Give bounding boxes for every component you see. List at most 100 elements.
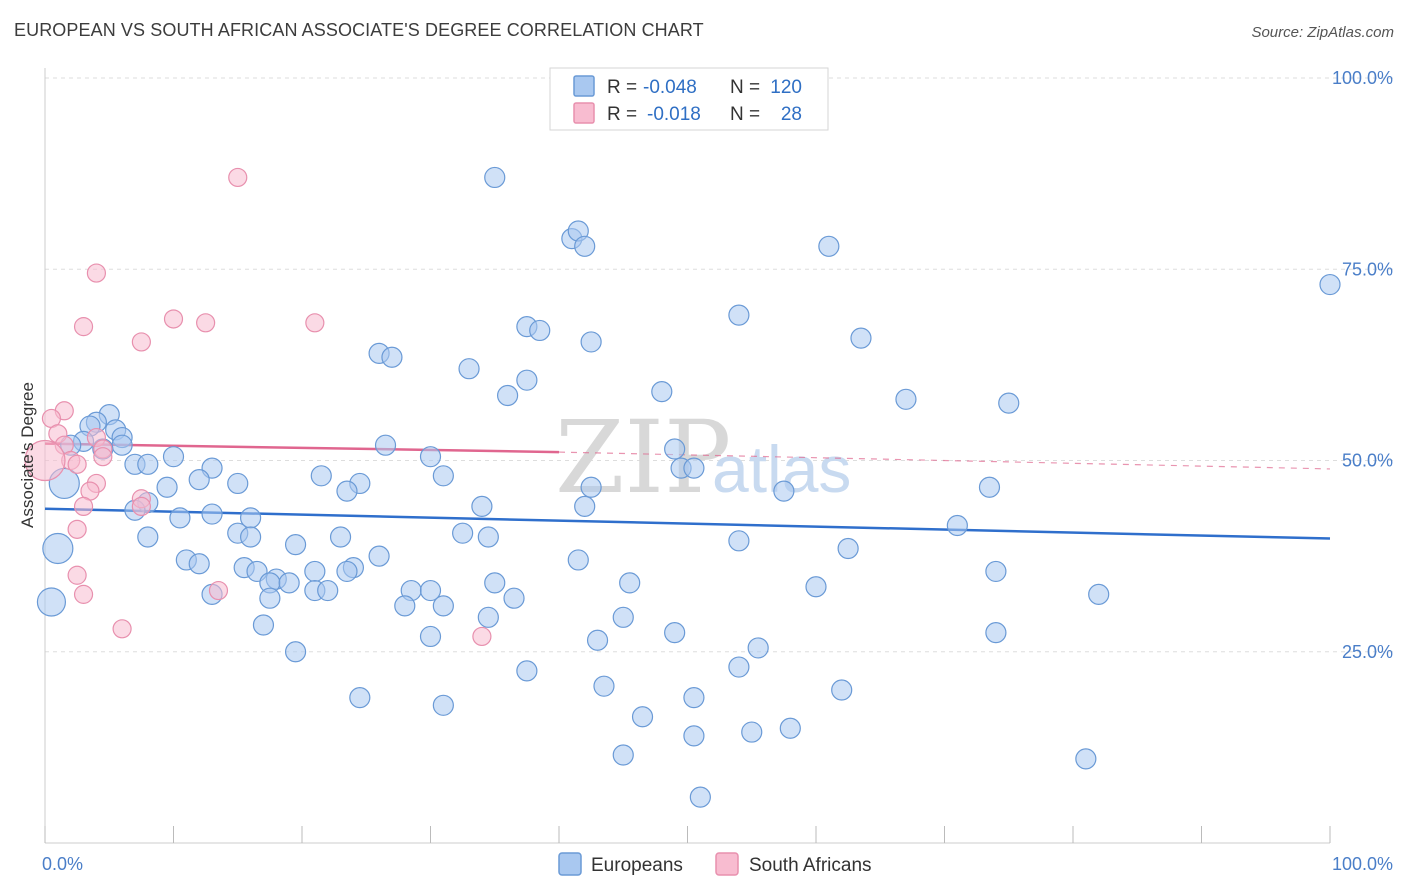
point-europeans-61 xyxy=(477,526,499,548)
point-europeans-7 xyxy=(728,304,750,326)
legend-r-value-europeans: -0.048 xyxy=(643,77,697,98)
point-south-africans-21 xyxy=(73,496,94,516)
bottom-legend-swatch-europeans xyxy=(558,852,582,876)
point-europeans-60 xyxy=(452,522,474,544)
watermark: ZIP atlas xyxy=(555,399,851,516)
point-europeans-19 xyxy=(998,392,1020,414)
point-south-africans-13 xyxy=(93,447,113,467)
point-europeans-97 xyxy=(664,622,686,644)
point-europeans-104 xyxy=(516,660,538,682)
point-europeans-92 xyxy=(394,595,416,617)
point-south-africans-6 xyxy=(131,332,151,352)
point-europeans-37 xyxy=(683,457,705,479)
point-europeans-26 xyxy=(111,434,133,456)
point-europeans-75 xyxy=(985,560,1007,583)
point-europeans-80 xyxy=(484,572,506,594)
point-europeans-91 xyxy=(259,587,281,609)
point-europeans-73 xyxy=(304,560,326,583)
y-tick-label-75: 75.0% xyxy=(1342,259,1393,279)
point-europeans-9 xyxy=(529,319,551,342)
point-europeans-17 xyxy=(651,381,673,403)
point-europeans-53 xyxy=(201,503,223,525)
point-europeans-115 xyxy=(1075,748,1097,770)
point-europeans-45 xyxy=(156,476,178,498)
point-europeans-59 xyxy=(137,526,159,548)
point-south-africans-26 xyxy=(112,619,132,639)
point-europeans-88 xyxy=(503,587,525,609)
point-europeans-31 xyxy=(162,446,185,468)
point-south-africans-5 xyxy=(305,313,325,333)
point-south-africans-25 xyxy=(73,584,94,604)
x-tick-label-min: 0.0% xyxy=(42,854,83,874)
y-axis-title: Associate's Degree xyxy=(18,382,37,528)
point-europeans-110 xyxy=(631,706,654,728)
point-europeans-51 xyxy=(471,495,493,517)
point-europeans-95 xyxy=(477,606,499,628)
point-europeans-30 xyxy=(664,438,686,460)
point-europeans-48 xyxy=(978,476,1001,498)
point-europeans-64 xyxy=(284,534,307,556)
point-europeans-58 xyxy=(240,526,262,548)
point-europeans-29 xyxy=(374,434,397,456)
point-europeans-1 xyxy=(484,166,506,189)
point-south-africans-16 xyxy=(67,454,87,474)
point-europeans-108 xyxy=(683,687,705,709)
point-europeans-6 xyxy=(1319,273,1341,296)
point-europeans-4 xyxy=(574,235,596,257)
y-tick-label-50: 50.0% xyxy=(1342,451,1393,471)
y-tick-labels: 25.0% 50.0% 75.0% 100.0% xyxy=(1332,68,1393,662)
legend-n-label-europeans: N = xyxy=(730,77,760,98)
point-europeans-103 xyxy=(728,656,750,678)
point-europeans-81 xyxy=(619,572,641,594)
data-points xyxy=(24,97,1341,808)
point-europeans-34 xyxy=(137,453,159,475)
point-south-africans-2 xyxy=(163,309,184,329)
point-europeans-106 xyxy=(831,679,853,701)
point-europeans-63 xyxy=(329,526,352,548)
point-south-africans-4 xyxy=(73,317,94,337)
chart-title: EUROPEAN VS SOUTH AFRICAN ASSOCIATE'S DE… xyxy=(14,20,704,40)
legend-n-value-europeans: 120 xyxy=(770,77,802,98)
point-europeans-90 xyxy=(36,587,67,617)
point-europeans-55 xyxy=(169,507,191,529)
point-europeans-62 xyxy=(728,530,750,552)
legend-n-label-south-africans: N = xyxy=(730,104,760,125)
point-europeans-56 xyxy=(946,514,968,537)
point-europeans-42 xyxy=(227,472,249,495)
point-south-africans-23 xyxy=(67,565,87,585)
point-europeans-13 xyxy=(381,346,403,368)
point-europeans-18 xyxy=(895,388,917,410)
point-europeans-40 xyxy=(432,465,454,487)
point-europeans-5 xyxy=(818,235,840,257)
point-europeans-105 xyxy=(593,675,615,697)
y-tick-label-100: 100.0% xyxy=(1332,68,1393,88)
point-south-africans-0 xyxy=(228,167,248,188)
point-europeans-96 xyxy=(252,614,275,636)
legend-swatch-south-africans xyxy=(573,102,595,124)
point-europeans-70 xyxy=(188,553,210,575)
point-europeans-109 xyxy=(432,694,454,716)
legend: R = -0.048 N = 120 R = -0.018 N = 28 xyxy=(549,67,829,131)
point-europeans-113 xyxy=(779,717,801,739)
point-europeans-66 xyxy=(42,532,74,565)
point-europeans-101 xyxy=(747,637,769,659)
legend-n-value-south-africans: 28 xyxy=(781,104,802,125)
legend-r-value-south-africans: -0.018 xyxy=(647,104,701,125)
point-europeans-10 xyxy=(580,331,602,353)
point-europeans-46 xyxy=(580,476,602,498)
legend-r-label-europeans: R = xyxy=(607,77,637,98)
legend-swatch-europeans xyxy=(573,75,595,97)
point-europeans-111 xyxy=(683,725,705,747)
trend-south-africans-extension xyxy=(558,451,1331,470)
point-europeans-116 xyxy=(689,786,711,808)
x-tick-label-max: 100.0% xyxy=(1332,854,1393,874)
point-europeans-107 xyxy=(349,687,371,709)
legend-r-label-south-africans: R = xyxy=(607,104,637,125)
point-europeans-15 xyxy=(516,369,538,391)
y-tick-label-25: 25.0% xyxy=(1342,642,1393,662)
point-south-africans-3 xyxy=(196,313,216,333)
point-south-africans-15 xyxy=(24,439,66,482)
point-europeans-102 xyxy=(284,641,307,663)
point-europeans-16 xyxy=(497,384,519,407)
